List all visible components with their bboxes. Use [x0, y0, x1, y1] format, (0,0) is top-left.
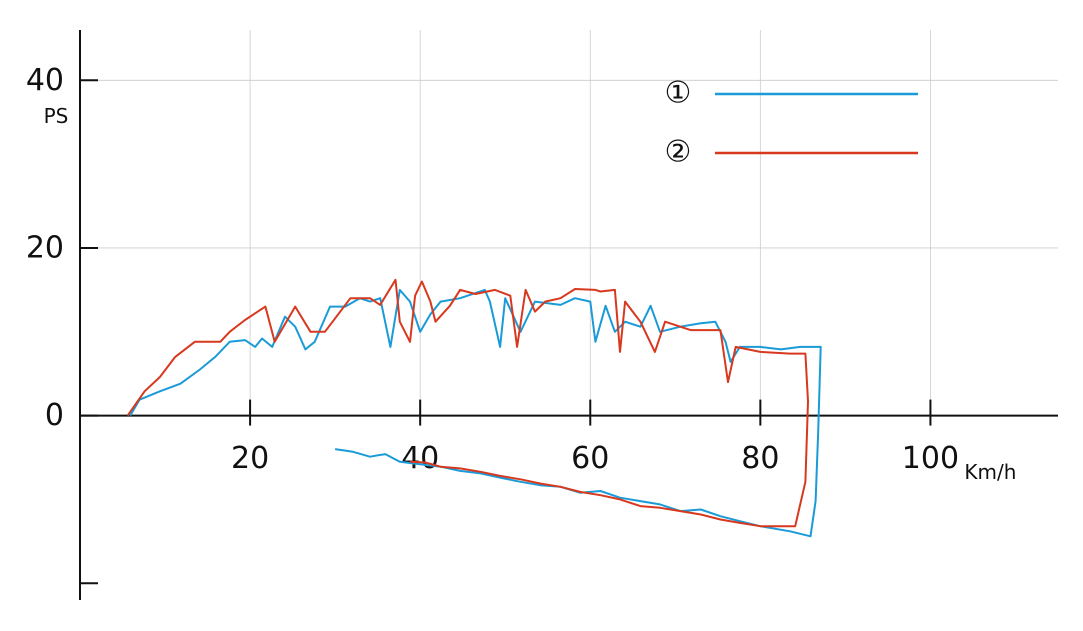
x-tick-label: 40 — [401, 441, 439, 476]
y-axis-label: PS — [44, 104, 69, 128]
series-line — [129, 288, 822, 538]
x-tick-label: 60 — [571, 441, 609, 476]
y-tick-label: 40 — [26, 63, 64, 98]
x-axis-label: Km/h — [964, 460, 1016, 484]
legend-label: ① — [665, 76, 692, 111]
legend-label: ② — [665, 135, 692, 170]
series-line — [126, 278, 809, 528]
y-tick-label: 20 — [26, 230, 64, 265]
x-tick-label: 20 — [231, 441, 269, 476]
y-tick-label: 0 — [45, 398, 64, 433]
x-tick-label: 80 — [741, 441, 779, 476]
x-tick-label: 100 — [902, 441, 959, 476]
